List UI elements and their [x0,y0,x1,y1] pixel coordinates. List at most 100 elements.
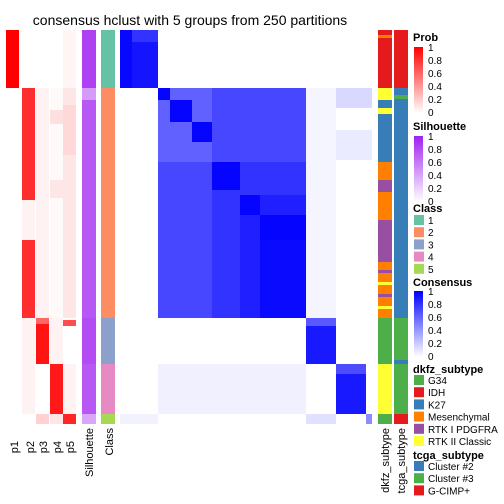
prob-cell [63,318,76,364]
legend-prob-colorbar [414,47,423,113]
dkfz-annotation-cell [378,180,392,192]
col-label-silhouette: Silhouette [84,428,96,477]
tcga-annotation-cell [394,30,408,88]
tcga-annotation-cell [394,88,408,318]
consensus-diag-cell [158,88,170,100]
legend-class-swatch [414,251,424,262]
prob-cell [22,30,35,88]
dkfz-annotation-cell [378,114,392,162]
legend-consensus-tick: 0 [428,352,434,363]
legend-consensus-tick: 0.8 [428,300,442,311]
tcga-annotation-cell [394,95,408,99]
legend-prob-title: Prob [413,32,438,44]
silhouette-cell [82,364,96,414]
silhouette-cell [82,88,96,100]
legend-consensus-tick: 1 [428,287,434,298]
prob-cell [50,30,63,88]
class-cell [101,414,115,424]
legend-dkfz-swatch [414,375,424,385]
legend-class-label: 1 [428,216,434,227]
dkfz-annotation-cell [378,35,392,38]
legend-dkfz-swatch [414,436,424,446]
legend-dkfz-label: RTK II Classic [428,437,491,448]
consensus-diag-cell [192,122,212,142]
tcga-annotation-cell [394,414,408,424]
legend-consensus-tick: 0.6 [428,313,442,324]
prob-cell [63,30,76,88]
legend-class-label: 2 [428,228,434,239]
dkfz-annotation-cell [378,306,392,309]
class-cell [101,318,115,364]
legend-class-title: Class [413,203,442,215]
dkfz-annotation-cell [378,270,392,273]
consensus-matrix [120,30,372,424]
consensus-cell [306,318,336,326]
legend-silhouette-tick: 0.4 [428,171,442,182]
legend-consensus-colorbar [414,291,423,357]
silhouette-cell [82,318,96,364]
legend-class-swatch [414,215,424,225]
legend-tcga-swatch [414,485,424,496]
consensus-cell [120,30,132,88]
legend-class-swatch [414,239,424,250]
legend-silhouette-title: Silhouette [413,121,466,133]
dkfz-annotation-cell [378,282,392,285]
consensus-diag-cell [240,195,260,215]
prob-cell [36,364,49,414]
col-label-class: Class [104,428,116,456]
prob-cell [22,364,35,414]
legend-tcga-label: Cluster #3 [428,474,474,485]
col-label-p2: p2 [25,441,37,453]
legend-silhouette-tick: 0 [428,197,434,208]
dkfz-annotation-cell [378,220,392,262]
legend-dkfz-label: IDH [428,388,445,399]
prob-cell [6,88,19,318]
prob-cell [6,364,19,414]
legend-prob-tick: 0.4 [428,82,442,93]
legend-prob-ticks: 1 0.8 0.6 0.4 0.2 0 [428,43,442,119]
legend-class-items: 123 45 [414,215,434,276]
consensus-cell [260,240,306,318]
legend-prob-tick: 0.6 [428,69,442,80]
consensus-diag-cell [170,100,192,122]
col-label-p5: p5 [65,441,77,453]
prob-cell [50,88,63,318]
consensus-cell [120,414,158,424]
consensus-cell [306,88,336,318]
legend-tcga-swatch [414,473,424,484]
col-label-dkfz: dkfz_subtype [380,428,392,493]
legend-tcga-label: G-CIMP+ [428,486,470,497]
legend-dkfz-swatch [414,399,424,410]
prob-cell [22,318,35,364]
dkfz-annotation-cell [378,318,392,364]
dkfz-annotation-cell [378,294,392,297]
prob-cell [36,318,49,324]
consensus-cell [336,130,372,160]
prob-cell [50,110,63,124]
silhouette-cell [82,30,96,88]
col-label-tcga: tcga_subtype [396,428,408,493]
consensus-block-5 [366,414,372,424]
legend-dkfz-swatch [414,387,424,398]
legend-consensus-ticks: 1 0.8 0.6 0.4 0.2 0 [428,287,442,363]
col-label-p3: p3 [38,441,50,453]
legend-prob-tick: 0.2 [428,95,442,106]
prob-cell [50,180,63,198]
legend-tcga-label: Cluster #2 [428,462,474,473]
prob-cell [36,88,49,318]
prob-cell [63,105,76,155]
legend-dkfz-label: G34 [428,376,447,387]
class-cell [101,364,115,414]
legend-class-label: 4 [428,253,434,264]
legend-tcga-swatch [414,461,424,471]
silhouette-cell [82,414,96,424]
prob-cell [63,160,76,180]
prob-cell [6,30,19,88]
prob-cell [50,364,63,414]
consensus-diag-cell [212,162,240,190]
dkfz-annotation-cell [378,108,392,114]
consensus-cell [336,88,372,108]
